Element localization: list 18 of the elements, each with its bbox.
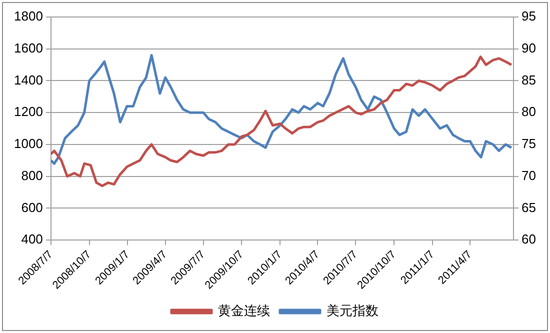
y-tick-label: 600 xyxy=(21,200,43,215)
y-tick-label: 1200 xyxy=(14,104,43,120)
y2-tick-label: 80 xyxy=(522,104,536,120)
y2-tick-label: 85 xyxy=(522,72,536,88)
y2-tick-label: 90 xyxy=(522,40,536,56)
y-tick-label: 1800 xyxy=(14,8,43,24)
y-tick-label: 1000 xyxy=(14,136,43,152)
y2-tick-label: 75 xyxy=(522,136,536,152)
y2-tick-label: 60 xyxy=(522,232,536,247)
y2-tick-label: 65 xyxy=(522,200,536,215)
legend-label: 美元指数 xyxy=(326,302,378,319)
y2-tick-label: 70 xyxy=(522,168,536,183)
y-tick-label: 400 xyxy=(21,232,43,247)
y-tick-label: 1400 xyxy=(14,72,43,88)
legend-label: 黄金连续 xyxy=(218,304,270,319)
y-tick-label: 800 xyxy=(21,168,43,183)
y-tick-label: 1600 xyxy=(14,40,43,56)
y2-tick-label: 95 xyxy=(522,8,536,24)
